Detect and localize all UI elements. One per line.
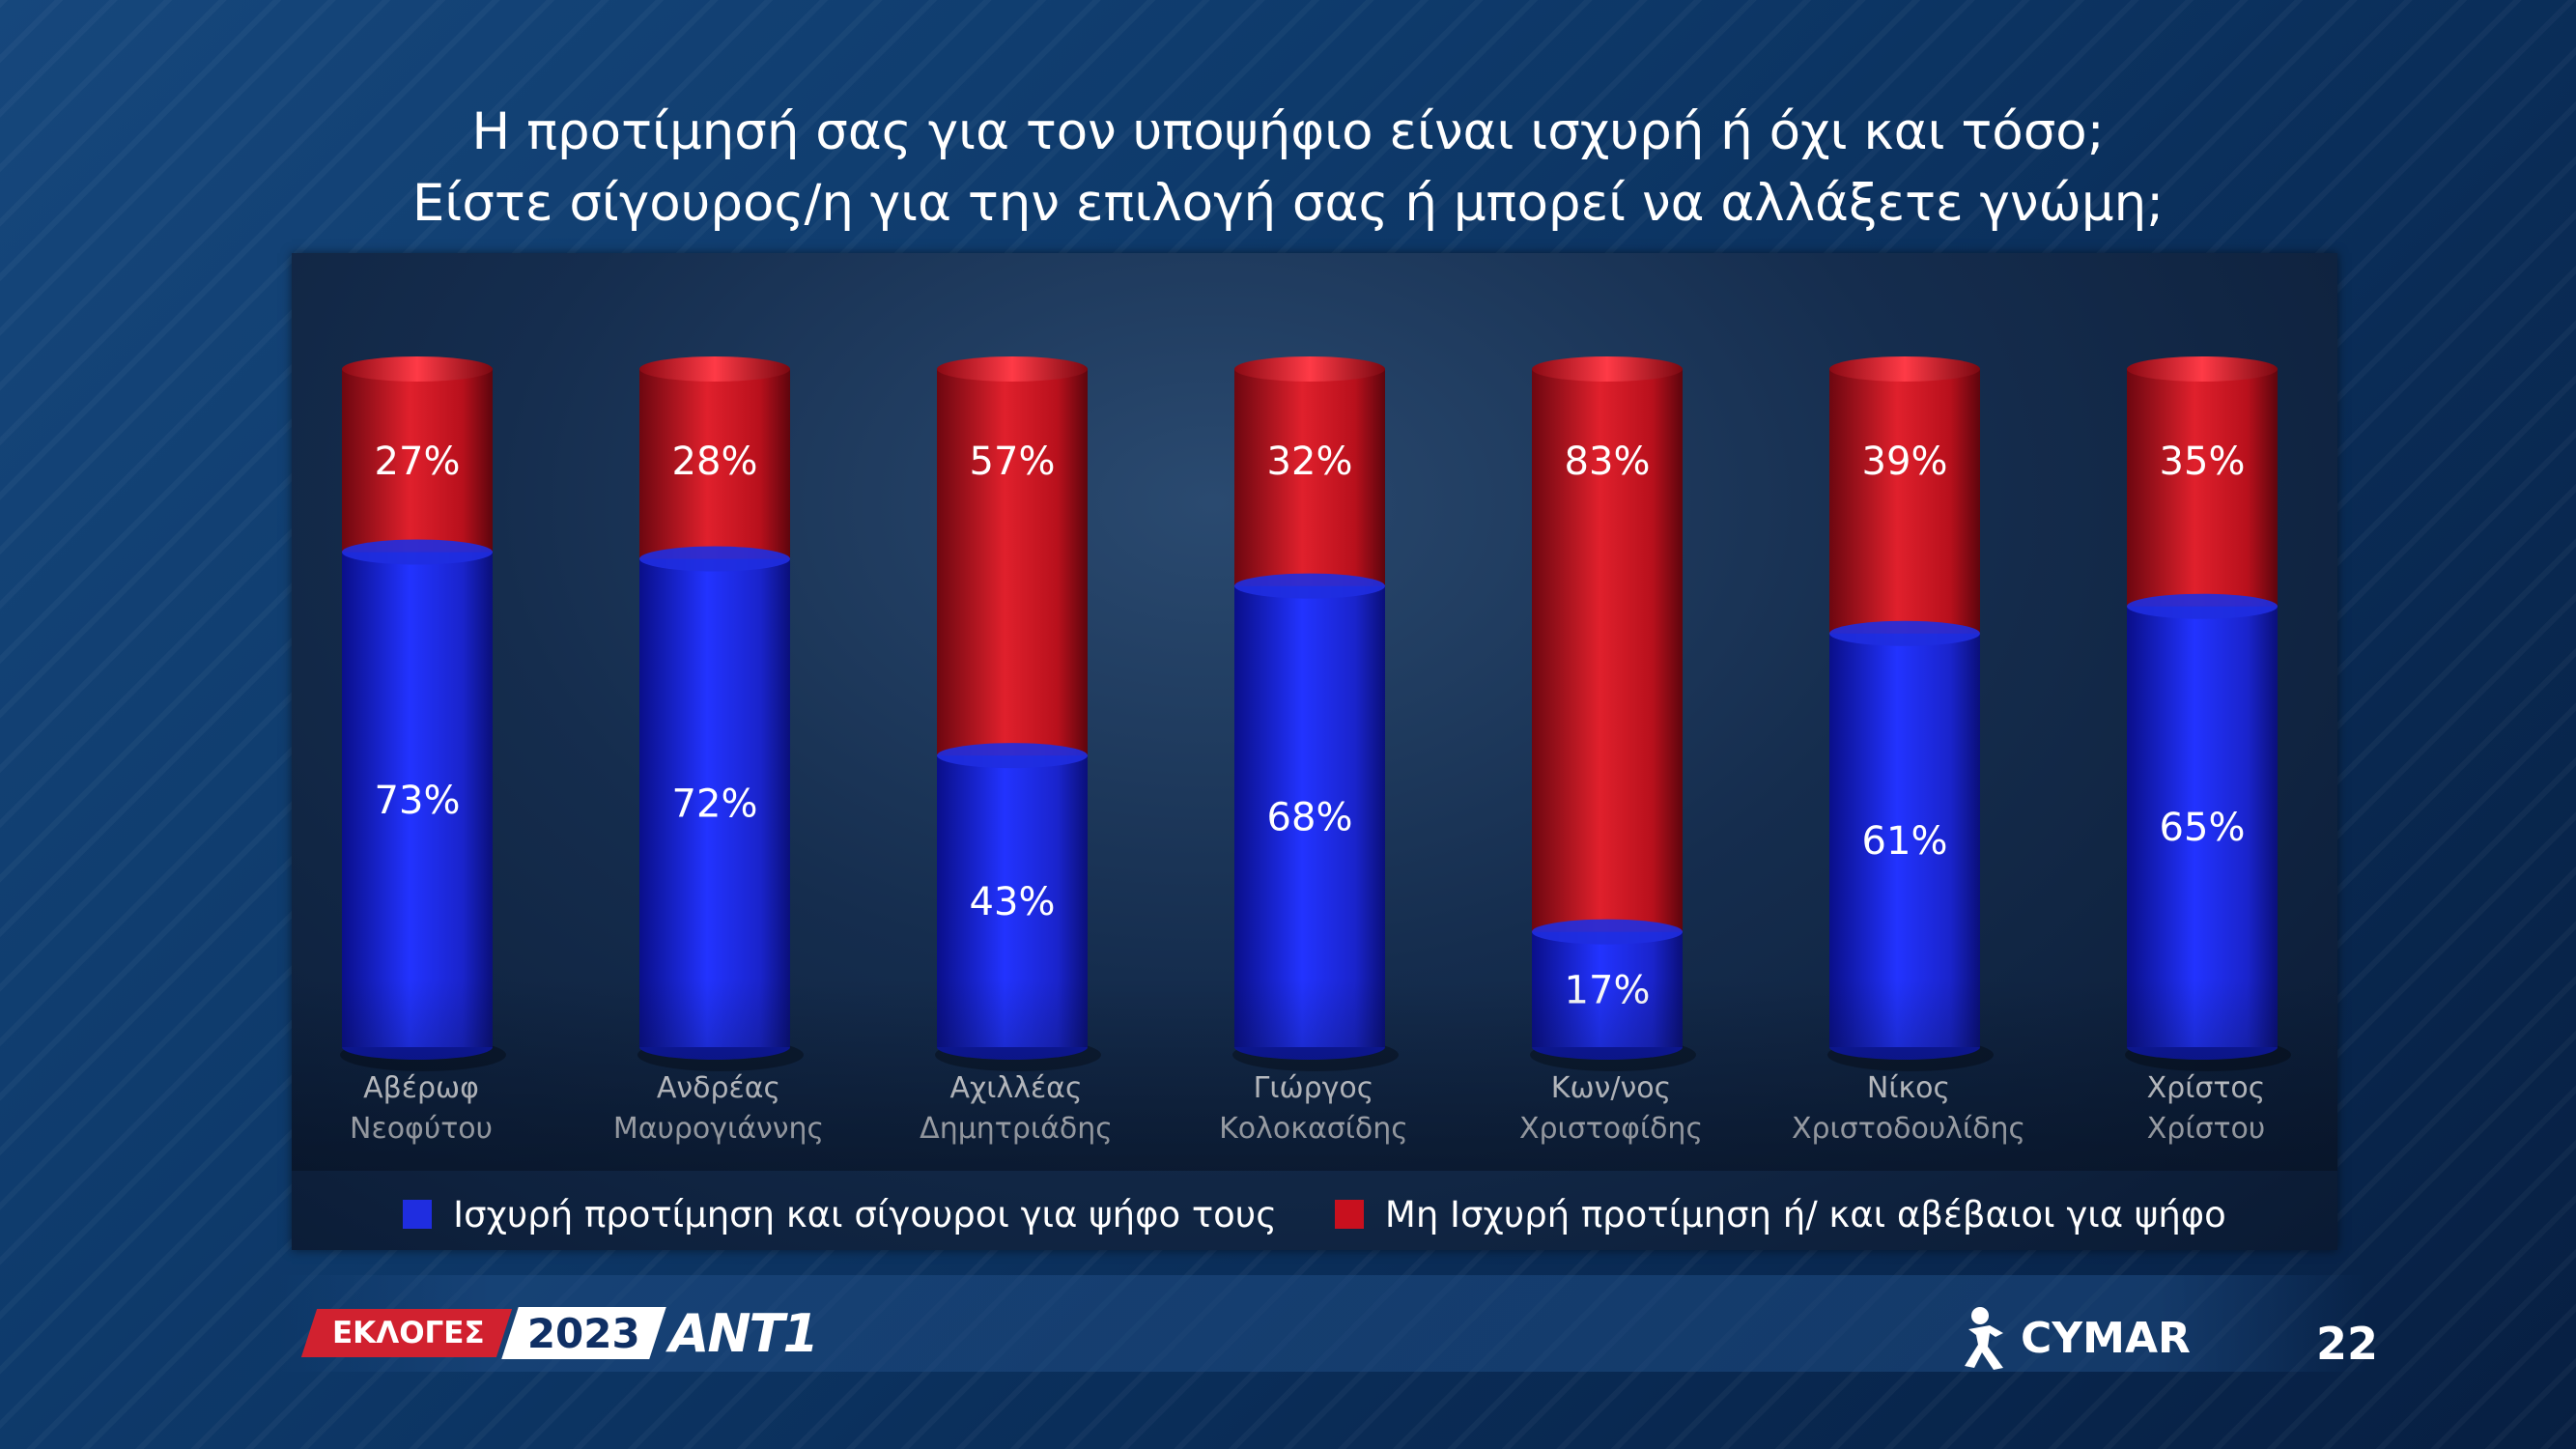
bar-weak xyxy=(937,369,1088,756)
data-label-weak: 27% xyxy=(375,440,461,484)
bar-seam xyxy=(2127,593,2278,619)
category-label: Κολοκασίδης xyxy=(1219,1112,1408,1146)
bar-group: 32% 68% Γιώργος Κολοκασίδης xyxy=(1219,356,1408,1146)
bar-strong xyxy=(1829,633,1980,1047)
bar-top-cap xyxy=(1532,356,1683,382)
bar-top-cap xyxy=(1234,356,1385,382)
cymar-logo: CYMAR xyxy=(1961,1299,2191,1377)
bar-top-cap xyxy=(937,356,1088,382)
bar-strong xyxy=(1234,585,1385,1047)
cymar-wordmark: CYMAR xyxy=(2021,1313,2191,1363)
title-line-1: Η προτίμησή σας για τον υποψήφιο είναι ι… xyxy=(471,102,2105,161)
legend-item-strong: Ισχυρή προτίμηση και σίγουροι για ψήφο τ… xyxy=(403,1194,1277,1236)
bar-top-cap xyxy=(342,356,493,382)
bar-weak xyxy=(2127,369,2278,607)
bar-weak xyxy=(1532,369,1683,932)
legend-swatch-strong xyxy=(403,1200,433,1229)
bar-seam xyxy=(1829,620,1980,646)
bar-strong xyxy=(937,755,1088,1047)
cymar-figure-icon xyxy=(1965,1307,2003,1370)
bar-top-cap xyxy=(2127,356,2278,382)
legend-label-weak: Μη Ισχυρή προτίμηση ή/ και αβέβαιοι για … xyxy=(1384,1193,2226,1236)
elections-2023-logo: ΕΚΛΟΓΕΣ 2023 ANT1 xyxy=(300,1302,819,1364)
data-label-strong: 72% xyxy=(672,781,758,826)
category-label: Χρίστος xyxy=(2147,1071,2266,1105)
chart-legend: Ισχυρή προτίμηση και σίγουροι για ψήφο τ… xyxy=(292,1190,2337,1238)
category-label: Χριστοδουλίδης xyxy=(1792,1112,2025,1146)
bar-strong xyxy=(342,552,493,1047)
category-label: Κων/νος xyxy=(1551,1071,1671,1105)
bar-strong xyxy=(1532,931,1683,1047)
bar-strong xyxy=(639,558,790,1047)
data-label-weak: 32% xyxy=(1267,440,1353,484)
data-label-weak: 57% xyxy=(970,440,1056,484)
bar-weak xyxy=(639,369,790,559)
page-number: 22 xyxy=(2316,1318,2379,1370)
category-label: Ανδρέας xyxy=(657,1071,780,1105)
bar-weak xyxy=(1234,369,1385,586)
category-label: Χριστοφίδης xyxy=(1519,1112,1703,1146)
bar-group: 27% 73% Αβέρωφ Νεοφύτου xyxy=(340,356,506,1146)
bar-group: 28% 72% Ανδρέας Μαυρογιάννης xyxy=(613,356,824,1146)
legend-item-weak: Μη Ισχυρή προτίμηση ή/ και αβέβαιοι για … xyxy=(1334,1193,2226,1236)
data-label-strong: 73% xyxy=(375,779,461,823)
elections-year: 2023 xyxy=(500,1307,666,1359)
bar-seam xyxy=(1532,919,1683,945)
category-label: Δημητριάδης xyxy=(920,1112,1113,1146)
bar-weak xyxy=(342,369,493,553)
bar-weak xyxy=(1829,369,1980,634)
data-label-weak: 39% xyxy=(1862,440,1948,484)
legend-label-strong: Ισχυρή προτίμηση και σίγουροι για ψήφο τ… xyxy=(453,1193,1277,1236)
category-label: Νίκος xyxy=(1867,1071,1950,1105)
bar-group: 57% 43% Αχιλλέας Δημητριάδης xyxy=(920,356,1113,1146)
data-label-strong: 61% xyxy=(1862,819,1948,864)
bar-group: 35% 65% Χρίστος Χρίστου xyxy=(2125,356,2291,1146)
chart-panel: 27% 73% Αβέρωφ Νεοφύτου 28% 72% Ανδρέας Μαυρογι… xyxy=(292,253,2337,1250)
legend-swatch-weak xyxy=(1334,1200,1364,1229)
bar-group: 83% 17% Κων/νος Χριστοφίδης xyxy=(1519,356,1703,1146)
slide-title: Η προτίμησή σας για τον υποψήφιο είναι ι… xyxy=(0,97,2576,240)
data-label-strong: 43% xyxy=(970,880,1056,924)
bar-seam xyxy=(937,743,1088,769)
bar-seam xyxy=(1234,573,1385,599)
ant1-logo: ANT1 xyxy=(668,1302,819,1364)
category-label: Αχιλλέας xyxy=(949,1071,1082,1105)
bar-top-cap xyxy=(1829,356,1980,382)
data-label-strong: 65% xyxy=(2160,806,2246,850)
bar-top-cap xyxy=(639,356,790,382)
stacked-cylinder-chart: 27% 73% Αβέρωφ Νεοφύτου 28% 72% Ανδρέας Μαυρογι… xyxy=(340,356,2291,1146)
data-label-weak: 28% xyxy=(672,440,758,484)
bar-strong xyxy=(2127,606,2278,1047)
bar-seam xyxy=(639,546,790,572)
data-label-weak: 35% xyxy=(2160,440,2246,484)
category-label: Γιώργος xyxy=(1254,1071,1374,1105)
title-line-2: Είστε σίγουρος/η για την επιλογή σας ή μ… xyxy=(411,174,2165,233)
category-label: Νεοφύτου xyxy=(350,1112,493,1146)
data-label-strong: 68% xyxy=(1267,795,1353,839)
elections-label: ΕΚΛΟΓΕΣ xyxy=(300,1309,512,1357)
bar-seam xyxy=(342,539,493,565)
category-label: Μαυρογιάννης xyxy=(613,1112,824,1146)
bar-group: 39% 61% Νίκος Χριστοδουλίδης xyxy=(1792,356,2025,1146)
data-label-weak: 83% xyxy=(1565,440,1651,484)
category-label: Χρίστου xyxy=(2147,1112,2266,1146)
category-label: Αβέρωφ xyxy=(363,1071,479,1105)
data-label-strong: 17% xyxy=(1565,968,1651,1012)
